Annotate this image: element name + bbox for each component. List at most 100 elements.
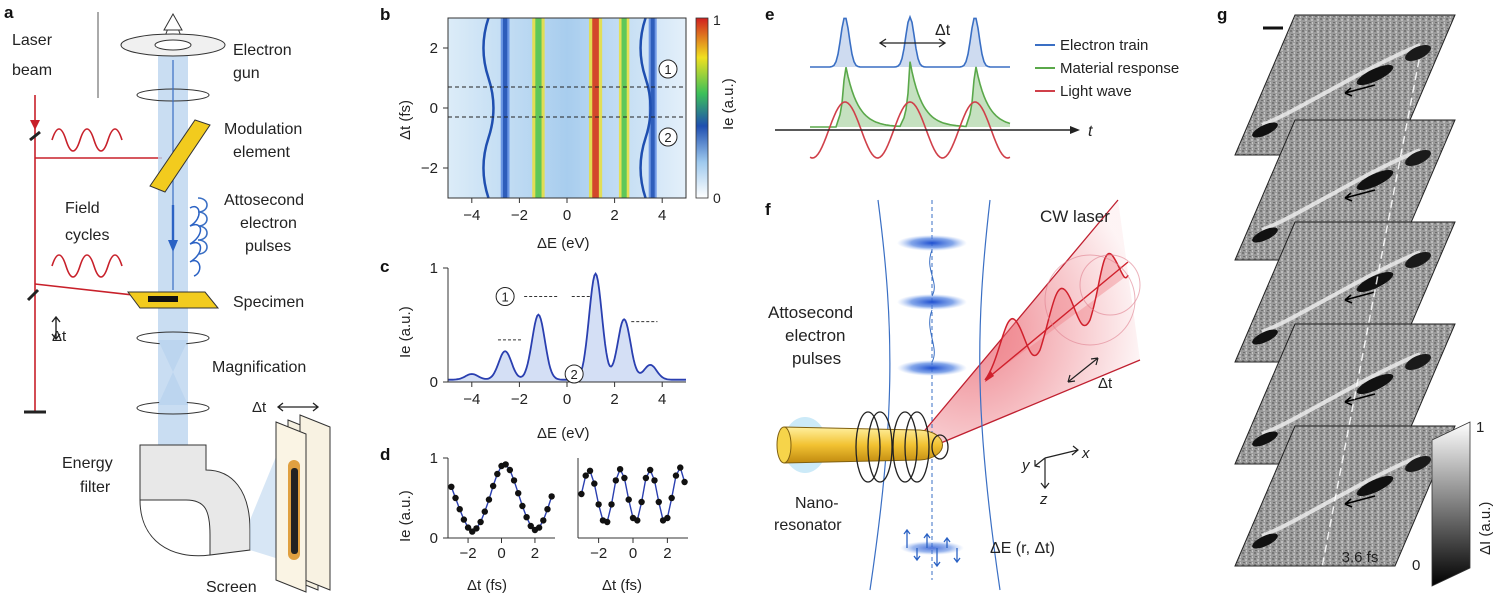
osc-data-point — [535, 524, 543, 531]
osc-data-point — [578, 490, 585, 498]
field-cycles-label-2: cycles — [65, 227, 109, 244]
image-frame-plate — [1234, 425, 1456, 567]
frame-stack: 0 fs0.9 fs1.8 fs2.7 fs3.6 fs — [1234, 14, 1456, 567]
image-frame-bright-band — [1261, 148, 1421, 232]
light-wave — [984, 252, 1129, 381]
osc-data-point — [664, 514, 671, 522]
electron-gun-label-1: Electron — [233, 42, 292, 59]
legend-light-wave: Light wave — [1060, 83, 1132, 100]
osc-data-point — [481, 508, 488, 515]
nano-label-2: resonator — [774, 517, 842, 534]
image-frame-dark-lobe — [1356, 169, 1394, 191]
heatmap-energy-core — [502, 18, 508, 198]
osc-data-point — [604, 518, 611, 526]
image-frame-arrow — [1344, 291, 1376, 304]
osc-data-point — [494, 470, 501, 478]
osc-xtick-label: 2 — [531, 545, 539, 562]
laser-delay-label: Δt — [1098, 375, 1113, 392]
image-frame-bright-band — [1261, 250, 1421, 334]
osc-data-point — [651, 477, 658, 484]
image-frame-bright-band — [1261, 43, 1421, 127]
osc-data-point — [489, 482, 497, 490]
panel-g: g 0 fs0.9 fs1.8 fs2.7 fs3.6 fs 1 0 ΔI (a… — [1217, 5, 1494, 587]
spectrum-marker-label: 2 — [571, 367, 578, 382]
spectrum-ytick-label: 0 — [430, 374, 438, 391]
oscillation-plot-left: −2 0 2 0 1 — [430, 450, 555, 562]
heatmap-ytick-label: 2 — [430, 40, 438, 57]
nano-resonator — [783, 426, 943, 464]
osc-data-point — [477, 518, 484, 526]
panel-letter-a: a — [4, 3, 14, 22]
laser-cone — [900, 200, 1140, 460]
laser-beam-label-2: beam — [12, 62, 52, 79]
osc-data-point — [523, 514, 530, 521]
energy-filter-label-1: Energy — [62, 455, 113, 472]
heatmap-marker-label: 2 — [664, 130, 671, 145]
heatmap-sideband — [639, 17, 652, 199]
osc-data-point — [456, 506, 463, 513]
electron-gun-label-2: gun — [233, 65, 260, 82]
energy-arrows — [903, 528, 961, 568]
heatmap-energy-core — [535, 18, 542, 198]
image-frame-arrow — [1344, 84, 1376, 97]
panel-letter-d: d — [380, 445, 390, 464]
osc-xtick-label: −2 — [460, 545, 477, 562]
specimen-label: Specimen — [233, 294, 304, 311]
image-frame-arrow — [1344, 393, 1376, 406]
heatmap-sideband — [482, 17, 495, 199]
osc-data-point — [634, 517, 641, 524]
light-wave-curve — [809, 101, 1011, 159]
osc-data-point — [677, 464, 684, 471]
osc-xtick-label: 0 — [497, 545, 505, 562]
image-frame-dark-lobe — [1252, 533, 1278, 549]
heatmap-xlabel: ΔE (eV) — [537, 235, 590, 252]
oscillation-xlabel-right: Δt (fs) — [602, 577, 642, 594]
heatmap-marker-circle — [658, 59, 678, 79]
heatmap-background — [448, 18, 686, 198]
near-field-loops — [855, 411, 949, 483]
axis-x-label: x — [1081, 445, 1090, 462]
panel-letter-f: f — [765, 200, 771, 219]
image-frame-dark-lobe — [1356, 64, 1394, 86]
osc-xtick-label: 0 — [629, 545, 637, 562]
image-frame-bright-band — [1261, 454, 1421, 538]
field-cycles-label-1: Field — [65, 200, 100, 217]
osc-data-point — [464, 524, 472, 531]
panel-a: a Laser beam Field cycles Δt — [4, 3, 331, 596]
oscillation-plot-right: −2 0 2 — [577, 458, 688, 562]
osc-data-point — [672, 472, 680, 479]
nano-label-1: Nano- — [795, 495, 839, 512]
g-colorbar-max: 1 — [1476, 419, 1484, 436]
screen-delay-label: Δt — [252, 399, 267, 416]
osc-data-point — [591, 480, 598, 487]
panel-e: e t Δt Electron train Material response … — [765, 5, 1179, 159]
spectrum-xtick-label: 4 — [658, 391, 666, 408]
laser-beam-label-1: Laser — [12, 32, 53, 49]
osc-data-point — [460, 516, 468, 523]
osc-data-point — [681, 478, 688, 486]
osc-data-point — [515, 490, 522, 497]
image-frame-arrow — [1344, 495, 1376, 508]
osc-data-point — [519, 502, 526, 510]
osc-data-point — [506, 466, 514, 474]
heatmap-ytick-label: −2 — [421, 160, 438, 177]
modulation-label-2: element — [233, 144, 290, 161]
osc-data-point — [638, 498, 645, 506]
osc-data-point — [586, 467, 594, 474]
osc-fit-line — [580, 465, 686, 523]
timing-delay-label: Δt — [935, 22, 951, 39]
heatmap-xtick-label: 2 — [610, 207, 618, 224]
image-frame-dark-lobe — [1252, 122, 1278, 138]
pulses-label-1: Attosecond — [224, 192, 304, 209]
colorbar-label: Ie (a.u.) — [720, 78, 737, 130]
osc-xtick-label: −2 — [590, 545, 607, 562]
heatmap-ylabel: Δt (fs) — [397, 100, 414, 140]
osc-data-point — [452, 494, 459, 502]
osc-data-point — [544, 506, 551, 513]
osc-data-point — [473, 525, 480, 532]
image-frame-dark-lobe — [1252, 227, 1278, 243]
spectrum-line — [448, 272, 686, 381]
osc-ytick-label: 0 — [430, 530, 438, 547]
spectrum-xtick-label: 0 — [563, 391, 571, 408]
